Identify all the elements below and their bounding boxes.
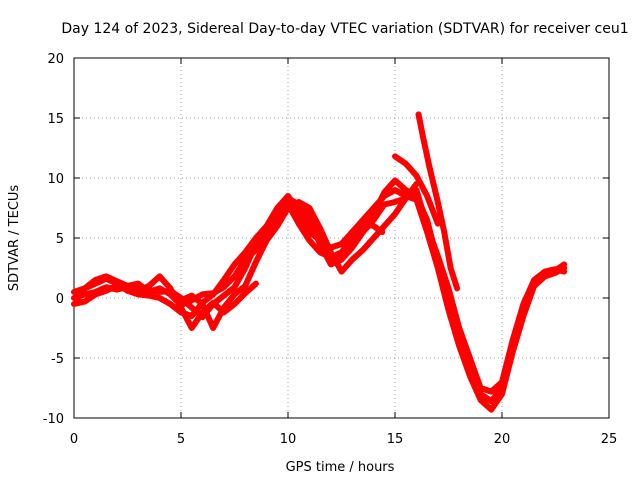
y-axis-label: SDTVAR / TECUs xyxy=(7,185,22,292)
x-tick-label: 15 xyxy=(387,432,404,447)
x-tick-label: 0 xyxy=(70,432,78,447)
y-tick-label: 10 xyxy=(47,172,64,187)
y-tick-label: 20 xyxy=(47,52,64,67)
x-tick-label: 10 xyxy=(280,432,297,447)
y-tick-label: 0 xyxy=(56,292,64,307)
x-tick-label: 5 xyxy=(177,432,185,447)
series-track-h xyxy=(415,111,461,292)
x-axis-label: GPS time / hours xyxy=(286,460,395,475)
y-tick-label: 5 xyxy=(56,232,64,247)
y-tick-label: -10 xyxy=(43,412,64,427)
x-tick-label: 25 xyxy=(601,432,618,447)
series-track-g xyxy=(392,153,441,227)
x-tick-label: 20 xyxy=(494,432,511,447)
chart-title: Day 124 of 2023, Sidereal Day-to-day VTE… xyxy=(61,21,628,37)
series-track-f xyxy=(295,181,420,275)
y-tick-label: -5 xyxy=(51,352,64,367)
grid xyxy=(74,58,609,418)
series-group xyxy=(71,111,568,413)
y-tick-label: 15 xyxy=(47,112,64,127)
series-track-e xyxy=(135,273,259,331)
axis-ticks: 0 5 10 15 20 25 -10 -5 0 5 10 15 20 xyxy=(43,52,618,447)
